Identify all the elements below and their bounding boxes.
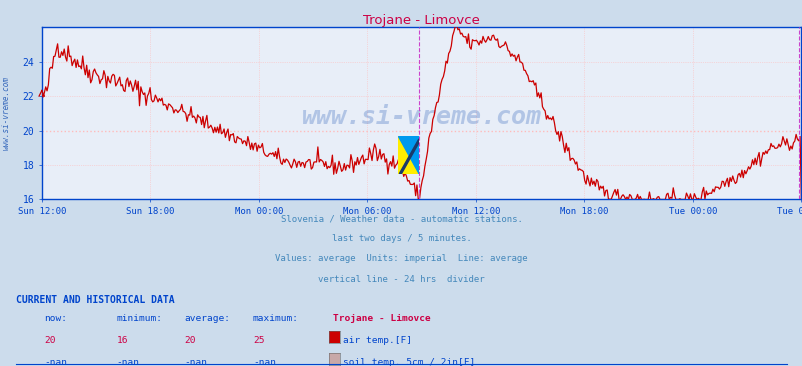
Text: 20: 20 <box>44 336 55 345</box>
Title: Trojane - Limovce: Trojane - Limovce <box>363 14 480 27</box>
Polygon shape <box>397 136 419 173</box>
Text: last two days / 5 minutes.: last two days / 5 minutes. <box>331 234 471 243</box>
Text: Slovenia / Weather data - automatic stations.: Slovenia / Weather data - automatic stat… <box>280 214 522 223</box>
Text: 25: 25 <box>253 336 264 345</box>
Text: maximum:: maximum: <box>253 314 298 323</box>
Text: CURRENT AND HISTORICAL DATA: CURRENT AND HISTORICAL DATA <box>16 295 175 305</box>
Text: soil temp. 5cm / 2in[F]: soil temp. 5cm / 2in[F] <box>342 358 475 366</box>
Text: -nan: -nan <box>44 358 67 366</box>
Text: www.si-vreme.com: www.si-vreme.com <box>302 105 541 129</box>
Text: -nan: -nan <box>184 358 208 366</box>
Text: average:: average: <box>184 314 230 323</box>
Text: 20: 20 <box>184 336 196 345</box>
Text: 16: 16 <box>116 336 128 345</box>
Text: air temp.[F]: air temp.[F] <box>342 336 411 345</box>
Text: Trojane - Limovce: Trojane - Limovce <box>333 314 431 323</box>
Text: vertical line - 24 hrs  divider: vertical line - 24 hrs divider <box>318 274 484 284</box>
Text: -nan: -nan <box>253 358 276 366</box>
Text: Values: average  Units: imperial  Line: average: Values: average Units: imperial Line: av… <box>275 254 527 264</box>
Polygon shape <box>397 136 419 173</box>
Text: now:: now: <box>44 314 67 323</box>
Polygon shape <box>399 139 419 173</box>
Text: www.si-vreme.com: www.si-vreme.com <box>2 76 11 150</box>
Text: minimum:: minimum: <box>116 314 162 323</box>
Text: -nan: -nan <box>116 358 140 366</box>
